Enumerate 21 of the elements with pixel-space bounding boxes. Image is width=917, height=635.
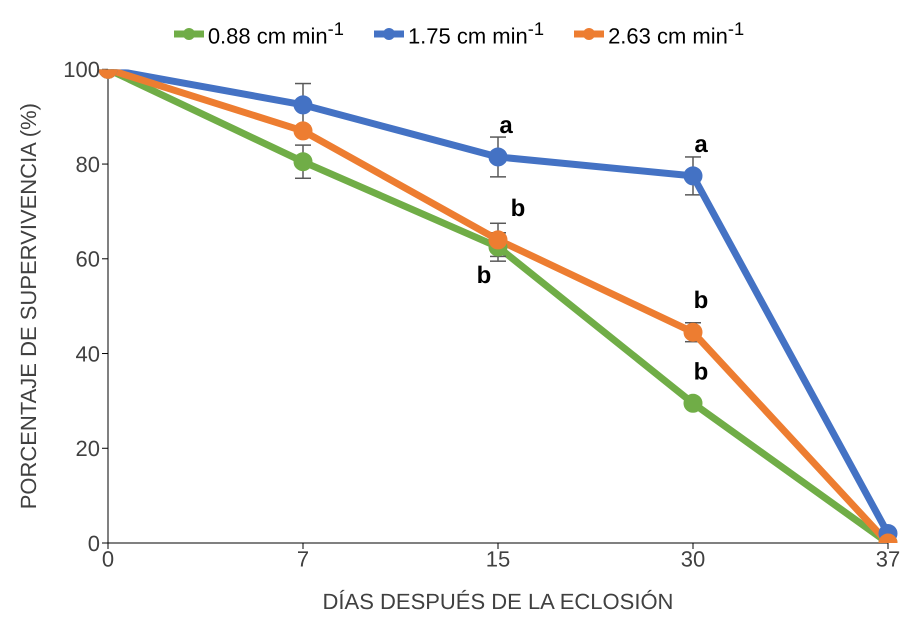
y-tick-label: 20 — [76, 436, 100, 462]
x-axis-title: DÍAS DESPUÉS DE LA ECLOSIÓN — [322, 589, 674, 614]
y-tick-label: 0 — [88, 530, 100, 556]
annotation: a — [499, 112, 514, 139]
y-tick-label: 100 — [63, 57, 100, 82]
x-tick-label: 15 — [486, 546, 510, 572]
x-tick-label: 30 — [680, 546, 706, 572]
y-tick-label: 80 — [76, 152, 100, 177]
annotation: b — [694, 358, 708, 386]
legend-label: 0.88 cm min$^{-1}$ — [208, 18, 344, 50]
annotation: b — [510, 194, 526, 222]
x-tick-label: 37 — [876, 546, 900, 572]
legend-label: 1.75 cm min$^{-1}$ — [408, 18, 544, 50]
legend-label: 2.63 cm min$^{-1}$ — [608, 18, 744, 50]
y-tick-label: 60 — [76, 246, 100, 272]
annotation: b — [476, 262, 492, 289]
annotation: b — [694, 287, 708, 314]
y-axis-title: PORCENTAJE DE SUPERVIVENCIA (%) — [16, 103, 41, 510]
x-tick-label: 7 — [296, 546, 310, 572]
annotation: a — [694, 130, 708, 158]
y-tick-label: 40 — [76, 341, 100, 366]
